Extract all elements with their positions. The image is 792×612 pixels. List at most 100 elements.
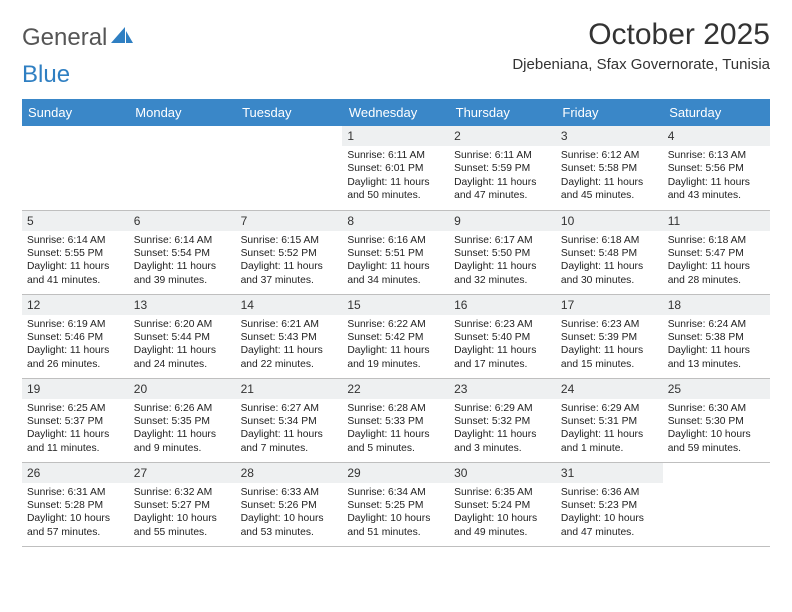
day-number: 27 bbox=[129, 463, 236, 483]
logo: General bbox=[22, 18, 133, 52]
day-number: 28 bbox=[236, 463, 343, 483]
calendar-cell: 27Sunrise: 6:32 AMSunset: 5:27 PMDayligh… bbox=[129, 462, 236, 546]
calendar-cell bbox=[663, 462, 770, 546]
day-number: 16 bbox=[449, 295, 556, 315]
day-number: 13 bbox=[129, 295, 236, 315]
calendar-cell: 24Sunrise: 6:29 AMSunset: 5:31 PMDayligh… bbox=[556, 378, 663, 462]
calendar-cell: 25Sunrise: 6:30 AMSunset: 5:30 PMDayligh… bbox=[663, 378, 770, 462]
calendar-cell: 28Sunrise: 6:33 AMSunset: 5:26 PMDayligh… bbox=[236, 462, 343, 546]
day-number: 15 bbox=[342, 295, 449, 315]
calendar-cell: 12Sunrise: 6:19 AMSunset: 5:46 PMDayligh… bbox=[22, 294, 129, 378]
calendar-cell: 19Sunrise: 6:25 AMSunset: 5:37 PMDayligh… bbox=[22, 378, 129, 462]
day-details: Sunrise: 6:18 AMSunset: 5:47 PMDaylight:… bbox=[663, 231, 770, 292]
calendar-cell: 26Sunrise: 6:31 AMSunset: 5:28 PMDayligh… bbox=[22, 462, 129, 546]
day-details: Sunrise: 6:18 AMSunset: 5:48 PMDaylight:… bbox=[556, 231, 663, 292]
day-header: Thursday bbox=[449, 99, 556, 126]
day-details: Sunrise: 6:28 AMSunset: 5:33 PMDaylight:… bbox=[342, 399, 449, 460]
calendar-cell: 11Sunrise: 6:18 AMSunset: 5:47 PMDayligh… bbox=[663, 210, 770, 294]
calendar-cell: 13Sunrise: 6:20 AMSunset: 5:44 PMDayligh… bbox=[129, 294, 236, 378]
calendar-cell: 30Sunrise: 6:35 AMSunset: 5:24 PMDayligh… bbox=[449, 462, 556, 546]
day-number: 23 bbox=[449, 379, 556, 399]
logo-word2: Blue bbox=[22, 61, 70, 89]
calendar-cell: 20Sunrise: 6:26 AMSunset: 5:35 PMDayligh… bbox=[129, 378, 236, 462]
day-number: 5 bbox=[22, 211, 129, 231]
day-details: Sunrise: 6:14 AMSunset: 5:54 PMDaylight:… bbox=[129, 231, 236, 292]
calendar-cell: 2Sunrise: 6:11 AMSunset: 5:59 PMDaylight… bbox=[449, 126, 556, 210]
day-details: Sunrise: 6:14 AMSunset: 5:55 PMDaylight:… bbox=[22, 231, 129, 292]
calendar-cell: 17Sunrise: 6:23 AMSunset: 5:39 PMDayligh… bbox=[556, 294, 663, 378]
calendar-cell: 8Sunrise: 6:16 AMSunset: 5:51 PMDaylight… bbox=[342, 210, 449, 294]
day-details: Sunrise: 6:11 AMSunset: 5:59 PMDaylight:… bbox=[449, 146, 556, 207]
calendar-cell bbox=[129, 126, 236, 210]
day-details: Sunrise: 6:30 AMSunset: 5:30 PMDaylight:… bbox=[663, 399, 770, 460]
logo-sail-icon bbox=[111, 24, 133, 52]
day-header: Friday bbox=[556, 99, 663, 126]
day-number: 20 bbox=[129, 379, 236, 399]
calendar-cell bbox=[236, 126, 343, 210]
day-details: Sunrise: 6:19 AMSunset: 5:46 PMDaylight:… bbox=[22, 315, 129, 376]
calendar-cell: 23Sunrise: 6:29 AMSunset: 5:32 PMDayligh… bbox=[449, 378, 556, 462]
day-details: Sunrise: 6:27 AMSunset: 5:34 PMDaylight:… bbox=[236, 399, 343, 460]
calendar-cell: 5Sunrise: 6:14 AMSunset: 5:55 PMDaylight… bbox=[22, 210, 129, 294]
day-number: 8 bbox=[342, 211, 449, 231]
calendar-cell: 31Sunrise: 6:36 AMSunset: 5:23 PMDayligh… bbox=[556, 462, 663, 546]
day-header-row: SundayMondayTuesdayWednesdayThursdayFrid… bbox=[22, 99, 770, 126]
day-details: Sunrise: 6:32 AMSunset: 5:27 PMDaylight:… bbox=[129, 483, 236, 544]
day-number: 4 bbox=[663, 126, 770, 146]
calendar-week-row: 26Sunrise: 6:31 AMSunset: 5:28 PMDayligh… bbox=[22, 462, 770, 546]
day-number: 7 bbox=[236, 211, 343, 231]
page-title: October 2025 bbox=[512, 18, 770, 52]
day-number: 9 bbox=[449, 211, 556, 231]
calendar-week-row: 5Sunrise: 6:14 AMSunset: 5:55 PMDaylight… bbox=[22, 210, 770, 294]
calendar-week-row: 1Sunrise: 6:11 AMSunset: 6:01 PMDaylight… bbox=[22, 126, 770, 210]
day-details: Sunrise: 6:12 AMSunset: 5:58 PMDaylight:… bbox=[556, 146, 663, 207]
day-number: 19 bbox=[22, 379, 129, 399]
day-details: Sunrise: 6:29 AMSunset: 5:32 PMDaylight:… bbox=[449, 399, 556, 460]
day-details: Sunrise: 6:26 AMSunset: 5:35 PMDaylight:… bbox=[129, 399, 236, 460]
calendar-cell: 16Sunrise: 6:23 AMSunset: 5:40 PMDayligh… bbox=[449, 294, 556, 378]
calendar-table: SundayMondayTuesdayWednesdayThursdayFrid… bbox=[22, 99, 770, 547]
calendar-cell bbox=[22, 126, 129, 210]
day-details: Sunrise: 6:15 AMSunset: 5:52 PMDaylight:… bbox=[236, 231, 343, 292]
day-header: Monday bbox=[129, 99, 236, 126]
day-number: 10 bbox=[556, 211, 663, 231]
day-number: 3 bbox=[556, 126, 663, 146]
day-number: 2 bbox=[449, 126, 556, 146]
day-header: Tuesday bbox=[236, 99, 343, 126]
calendar-cell: 9Sunrise: 6:17 AMSunset: 5:50 PMDaylight… bbox=[449, 210, 556, 294]
day-details: Sunrise: 6:25 AMSunset: 5:37 PMDaylight:… bbox=[22, 399, 129, 460]
calendar-cell: 6Sunrise: 6:14 AMSunset: 5:54 PMDaylight… bbox=[129, 210, 236, 294]
title-block: October 2025 Djebeniana, Sfax Governorat… bbox=[512, 18, 770, 73]
day-header: Sunday bbox=[22, 99, 129, 126]
day-number: 24 bbox=[556, 379, 663, 399]
day-details: Sunrise: 6:36 AMSunset: 5:23 PMDaylight:… bbox=[556, 483, 663, 544]
calendar-cell: 22Sunrise: 6:28 AMSunset: 5:33 PMDayligh… bbox=[342, 378, 449, 462]
day-details: Sunrise: 6:17 AMSunset: 5:50 PMDaylight:… bbox=[449, 231, 556, 292]
day-details: Sunrise: 6:29 AMSunset: 5:31 PMDaylight:… bbox=[556, 399, 663, 460]
calendar-cell: 4Sunrise: 6:13 AMSunset: 5:56 PMDaylight… bbox=[663, 126, 770, 210]
day-number: 22 bbox=[342, 379, 449, 399]
logo-word1: General bbox=[22, 24, 107, 52]
day-details: Sunrise: 6:34 AMSunset: 5:25 PMDaylight:… bbox=[342, 483, 449, 544]
day-details: Sunrise: 6:20 AMSunset: 5:44 PMDaylight:… bbox=[129, 315, 236, 376]
day-number: 6 bbox=[129, 211, 236, 231]
day-number: 14 bbox=[236, 295, 343, 315]
day-details: Sunrise: 6:24 AMSunset: 5:38 PMDaylight:… bbox=[663, 315, 770, 376]
calendar-cell: 1Sunrise: 6:11 AMSunset: 6:01 PMDaylight… bbox=[342, 126, 449, 210]
day-header: Wednesday bbox=[342, 99, 449, 126]
day-details: Sunrise: 6:31 AMSunset: 5:28 PMDaylight:… bbox=[22, 483, 129, 544]
day-number: 1 bbox=[342, 126, 449, 146]
day-number: 12 bbox=[22, 295, 129, 315]
calendar-cell: 7Sunrise: 6:15 AMSunset: 5:52 PMDaylight… bbox=[236, 210, 343, 294]
calendar-cell: 10Sunrise: 6:18 AMSunset: 5:48 PMDayligh… bbox=[556, 210, 663, 294]
day-details: Sunrise: 6:33 AMSunset: 5:26 PMDaylight:… bbox=[236, 483, 343, 544]
day-details: Sunrise: 6:16 AMSunset: 5:51 PMDaylight:… bbox=[342, 231, 449, 292]
calendar-cell: 21Sunrise: 6:27 AMSunset: 5:34 PMDayligh… bbox=[236, 378, 343, 462]
day-details: Sunrise: 6:13 AMSunset: 5:56 PMDaylight:… bbox=[663, 146, 770, 207]
day-number: 11 bbox=[663, 211, 770, 231]
day-details: Sunrise: 6:22 AMSunset: 5:42 PMDaylight:… bbox=[342, 315, 449, 376]
calendar-body: 1Sunrise: 6:11 AMSunset: 6:01 PMDaylight… bbox=[22, 126, 770, 546]
day-number: 31 bbox=[556, 463, 663, 483]
day-number: 21 bbox=[236, 379, 343, 399]
day-number: 25 bbox=[663, 379, 770, 399]
